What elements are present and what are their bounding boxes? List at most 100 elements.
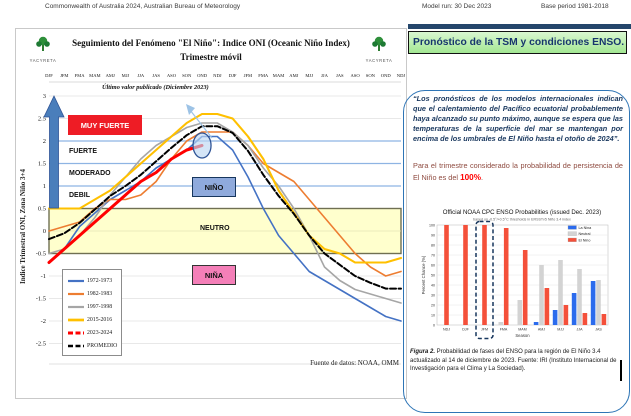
bar-chart-title: Official NOAA CPC ENSO Probabilities (is… (443, 209, 601, 216)
bar-El Nino-AMJ (544, 288, 550, 325)
bar-La Nina-MJJ (552, 310, 558, 325)
legend-swatch (68, 331, 84, 334)
forecast-panel-border (403, 90, 630, 413)
legend-item: 2015-2016 (68, 313, 118, 326)
y-tick-label: 60 (431, 263, 435, 267)
y-axis-label: Indice Trimestral ONI, Zona Niño 3+4 (19, 169, 27, 285)
bar-Neutral-MJJ (558, 260, 563, 325)
zone-label-nino: NIÑO (192, 177, 236, 197)
figure-caption: Figura 2. Probabilidad de fases del ENSO… (410, 348, 618, 374)
zone-label-muy-fuerte: MUY FUERTE (68, 115, 142, 135)
x-tick-label: AMJ (289, 73, 298, 78)
x-tick-label: NDJ (397, 73, 406, 78)
x-tick-label: MAM (273, 73, 285, 78)
bar-La Nina-JAS (590, 281, 596, 325)
x-tick-label: FMA (75, 73, 86, 78)
x-tick-label: JAS (152, 73, 160, 78)
y-tick-label: 40 (431, 283, 435, 287)
bar-Neutral-JJA (577, 269, 582, 325)
chart-legend: 1972-1973 1982-1983 1997-1998 2015-2016 2023… (62, 269, 122, 356)
legend-swatch (68, 279, 84, 282)
y-tick-label: 30 (431, 293, 435, 297)
bar-El Nino-NDJ (444, 225, 449, 325)
annotation-arrowhead (186, 104, 195, 115)
legend-item: PROMEDIO (68, 339, 118, 352)
series-PROMEDIO (48, 125, 402, 290)
y-tick-label: 80 (431, 243, 435, 247)
tree-icon (36, 36, 50, 51)
forecast-title: Pronóstico de la TSM y condiciones ENSO. (408, 31, 627, 54)
legend-label: 1982-1983 (87, 290, 113, 297)
legend-item: 1982-1983 (68, 287, 118, 300)
tree-icon (372, 36, 386, 51)
chart-title-line2: Trimestre móvil (180, 51, 242, 62)
x-tick-label: AMJ (538, 328, 545, 332)
chart-title: Seguimiento del Fenómeno "El Niño": Indi… (66, 37, 356, 64)
bar-chart-subtitle: based on -0.5°/+0.5°C thresholds in ERSS… (473, 218, 571, 222)
y-tick-label: 0 (433, 323, 435, 327)
x-tick-label: OND (381, 73, 392, 78)
x-tick-label: MJJ (305, 73, 313, 78)
top-accent-bar (408, 24, 631, 29)
bar-El Nino-FMA (503, 228, 509, 325)
bar-El Nino-MAM (522, 250, 528, 325)
header-model-run: Model run: 30 Dec 2023 (422, 3, 492, 10)
x-tick-label: JFM (244, 73, 252, 78)
x-tick-label: MAM (518, 328, 526, 332)
chart-title-line1: Seguimiento del Fenómeno "El Niño": Indi… (72, 38, 350, 48)
last-value-marker (192, 132, 212, 159)
legend-label: El Nino (579, 238, 591, 242)
legend-swatch (68, 292, 84, 295)
x-tick-label: DJF (462, 328, 469, 332)
x-tick-label: FMA (500, 328, 508, 332)
x-tick-label: MJJ (122, 73, 130, 78)
legend-swatch (567, 225, 577, 230)
text-cursor[interactable] (620, 360, 622, 381)
x-tick-label: NDJ (213, 73, 222, 78)
y-tick-label: 50 (431, 273, 435, 277)
annotation-arrow (189, 109, 213, 139)
forecast-quote: “Los pronósticos de los modelos internac… (413, 94, 623, 144)
bar-Neutral-MAM (517, 300, 523, 325)
y-tick-label: 20 (431, 303, 435, 307)
y-tick-label: 3 (43, 93, 46, 100)
bar-Neutral-FMA (498, 322, 504, 325)
legend-swatch (567, 231, 577, 236)
legend-swatch (68, 344, 84, 347)
y-tick-label: 0.5 (38, 206, 46, 213)
last-value-annotation: Último valor publicado (Diciembre 2023) (102, 84, 209, 91)
legend-swatch (567, 237, 577, 242)
x-tick-label: JFM (60, 73, 68, 78)
x-tick-label: JFM (481, 328, 488, 332)
oni-chart-panel: YACYRETA YACYRETA Seguimiento del Fenóme… (15, 28, 407, 399)
x-tick-label: ASO (350, 73, 360, 78)
y-tick-label: 10 (431, 313, 435, 317)
y-tick-label: 100 (429, 223, 435, 227)
x-tick-label: JAS (336, 73, 344, 78)
figure-caption-text: Probabilidad de fases del ENSO para la r… (410, 349, 617, 373)
oni-plot: DJF JFM FMA MAM AMJ MJJ JJA JAS ASO SON OND NDJ DJF J… (36, 73, 406, 365)
zone-label-debil: DEBIL (69, 192, 90, 199)
bar-El Nino-MJJ (563, 305, 569, 325)
probability-value: 100% (460, 172, 482, 182)
bar-La Nina-JJA (571, 293, 577, 325)
x-axis-label: Season (515, 333, 530, 338)
x-tick-label: SON (366, 73, 376, 78)
x-tick-label: JJA (137, 73, 145, 78)
y-tick-label: -2.5 (36, 341, 46, 348)
legend-label: PROMEDIO (87, 342, 118, 349)
legend-label: 1972-1973 (87, 277, 113, 284)
x-tick-label: JJA (321, 73, 329, 78)
y-tick-label: 90 (431, 233, 435, 237)
statement-period: . (481, 172, 484, 182)
figure-number: Figura 2. (410, 349, 436, 355)
x-tick-label: DJF (229, 73, 237, 78)
legend-item: 1997-1998 (68, 300, 118, 313)
legend-item: 1972-1973 (68, 274, 118, 287)
bar-Neutral-JAS (596, 280, 601, 325)
up-arrow-icon (43, 95, 65, 209)
legend-item: 2023-2024 (68, 326, 118, 339)
bar-El Nino-JAS (601, 314, 607, 325)
legend-label: 1997-1998 (87, 303, 113, 310)
